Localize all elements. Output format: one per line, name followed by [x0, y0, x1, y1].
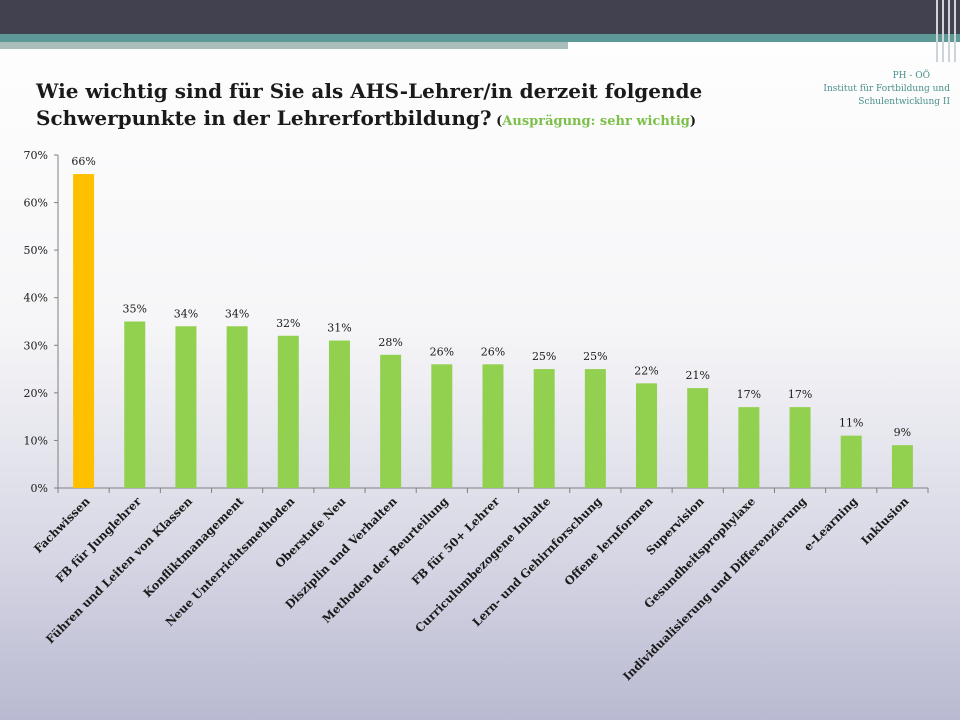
data-label: 25% — [583, 350, 607, 363]
data-label: 66% — [71, 155, 95, 168]
bar — [789, 407, 811, 488]
bar — [328, 340, 350, 488]
bar — [891, 445, 913, 488]
bar — [687, 388, 709, 488]
category-label: e-Learning — [801, 494, 860, 553]
title-subtitle: (Ausprägung: sehr wichtig) — [492, 114, 696, 129]
bar — [584, 369, 606, 488]
grey-accent-strip — [0, 42, 568, 49]
y-tick-label: 70% — [24, 149, 48, 162]
category-label: FB für 50+ Lehrer — [409, 494, 503, 588]
y-tick-label: 50% — [24, 244, 48, 257]
data-label: 35% — [123, 303, 147, 316]
category-label: Offene lernformen — [562, 494, 657, 589]
category-label: Konfliktmanagement — [140, 494, 246, 600]
chart-bars — [73, 174, 913, 488]
data-label: 34% — [225, 307, 249, 320]
white-accent-line — [568, 50, 888, 53]
category-label: FB für Junglehrer — [53, 494, 145, 586]
bar — [738, 407, 760, 488]
organization-header: PH - OÖ Institut für Fortbildung und Schu… — [820, 70, 950, 109]
y-tick-label: 10% — [24, 434, 48, 447]
data-label: 31% — [327, 322, 351, 335]
data-label: 26% — [481, 345, 505, 358]
data-label: 17% — [788, 388, 812, 401]
bar — [380, 354, 402, 488]
title-main: Wie wichtig sind für Sie als AHS-Lehrer/… — [36, 79, 703, 130]
bar — [482, 364, 504, 488]
data-label: 21% — [685, 369, 709, 382]
bar — [840, 435, 862, 488]
subtitle-text: Ausprägung: sehr wichtig — [502, 114, 690, 129]
bar — [636, 383, 658, 488]
y-tick-label: 40% — [24, 292, 48, 305]
subtitle-close-paren: ) — [689, 114, 697, 129]
bar — [175, 326, 197, 488]
y-tick-label: 30% — [24, 339, 48, 352]
y-tick-label: 60% — [24, 197, 48, 210]
slide-title: Wie wichtig sind für Sie als AHS-Lehrer/… — [36, 78, 816, 135]
data-label: 26% — [430, 345, 454, 358]
org-name: PH - OÖ — [892, 71, 930, 81]
bar — [431, 364, 453, 488]
data-label: 17% — [737, 388, 761, 401]
subtitle-open-paren: ( — [491, 114, 503, 129]
decorative-lines — [920, 0, 960, 62]
y-tick-label: 20% — [24, 387, 48, 400]
y-tick-label: 0% — [31, 482, 48, 495]
bar — [73, 174, 95, 488]
data-label: 22% — [634, 364, 658, 377]
data-label: 34% — [174, 307, 198, 320]
category-label: Inklusion — [858, 494, 912, 548]
data-label: 28% — [378, 336, 402, 349]
data-label: 32% — [276, 317, 300, 330]
category-label: Individualisierung und Differenzierung — [620, 494, 809, 683]
bar — [226, 326, 248, 488]
bar — [533, 369, 555, 488]
data-label: 11% — [839, 417, 863, 430]
data-label: 9% — [894, 426, 911, 439]
top-banner — [0, 0, 960, 34]
institute-name: Institut für Fortbildung und Schulentwic… — [823, 84, 950, 107]
bar — [124, 321, 146, 488]
data-label: 25% — [532, 350, 556, 363]
teal-accent-strip — [0, 34, 960, 42]
bar — [277, 335, 299, 488]
